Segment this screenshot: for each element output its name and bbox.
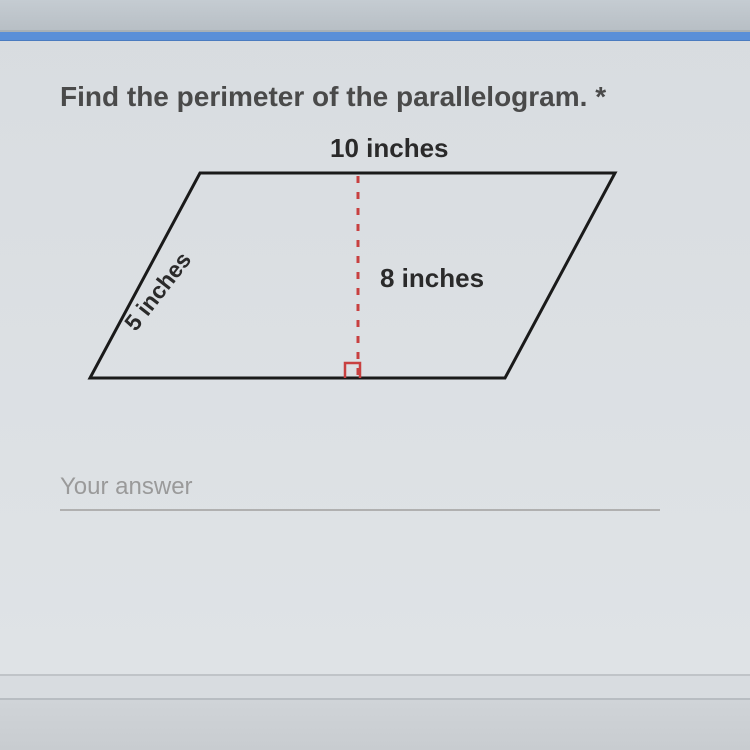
answer-label: Your answer — [60, 473, 690, 501]
bottom-bar — [0, 698, 750, 750]
required-marker: * — [595, 81, 606, 112]
window-titlebar — [0, 0, 750, 32]
top-side-label: 10 inches — [330, 133, 449, 164]
question-prompt: Find the perimeter of the parallelogram. — [60, 81, 587, 112]
parallelogram-diagram: 10 inches 5 inches 8 inches — [60, 133, 620, 413]
answer-input-line[interactable] — [60, 509, 660, 511]
card-separator — [0, 674, 750, 700]
question-card: Find the perimeter of the parallelogram.… — [0, 41, 750, 551]
parallelogram-svg — [60, 133, 620, 413]
accent-bar — [0, 32, 750, 41]
height-label: 8 inches — [380, 263, 484, 294]
question-text: Find the perimeter of the parallelogram.… — [60, 81, 690, 113]
